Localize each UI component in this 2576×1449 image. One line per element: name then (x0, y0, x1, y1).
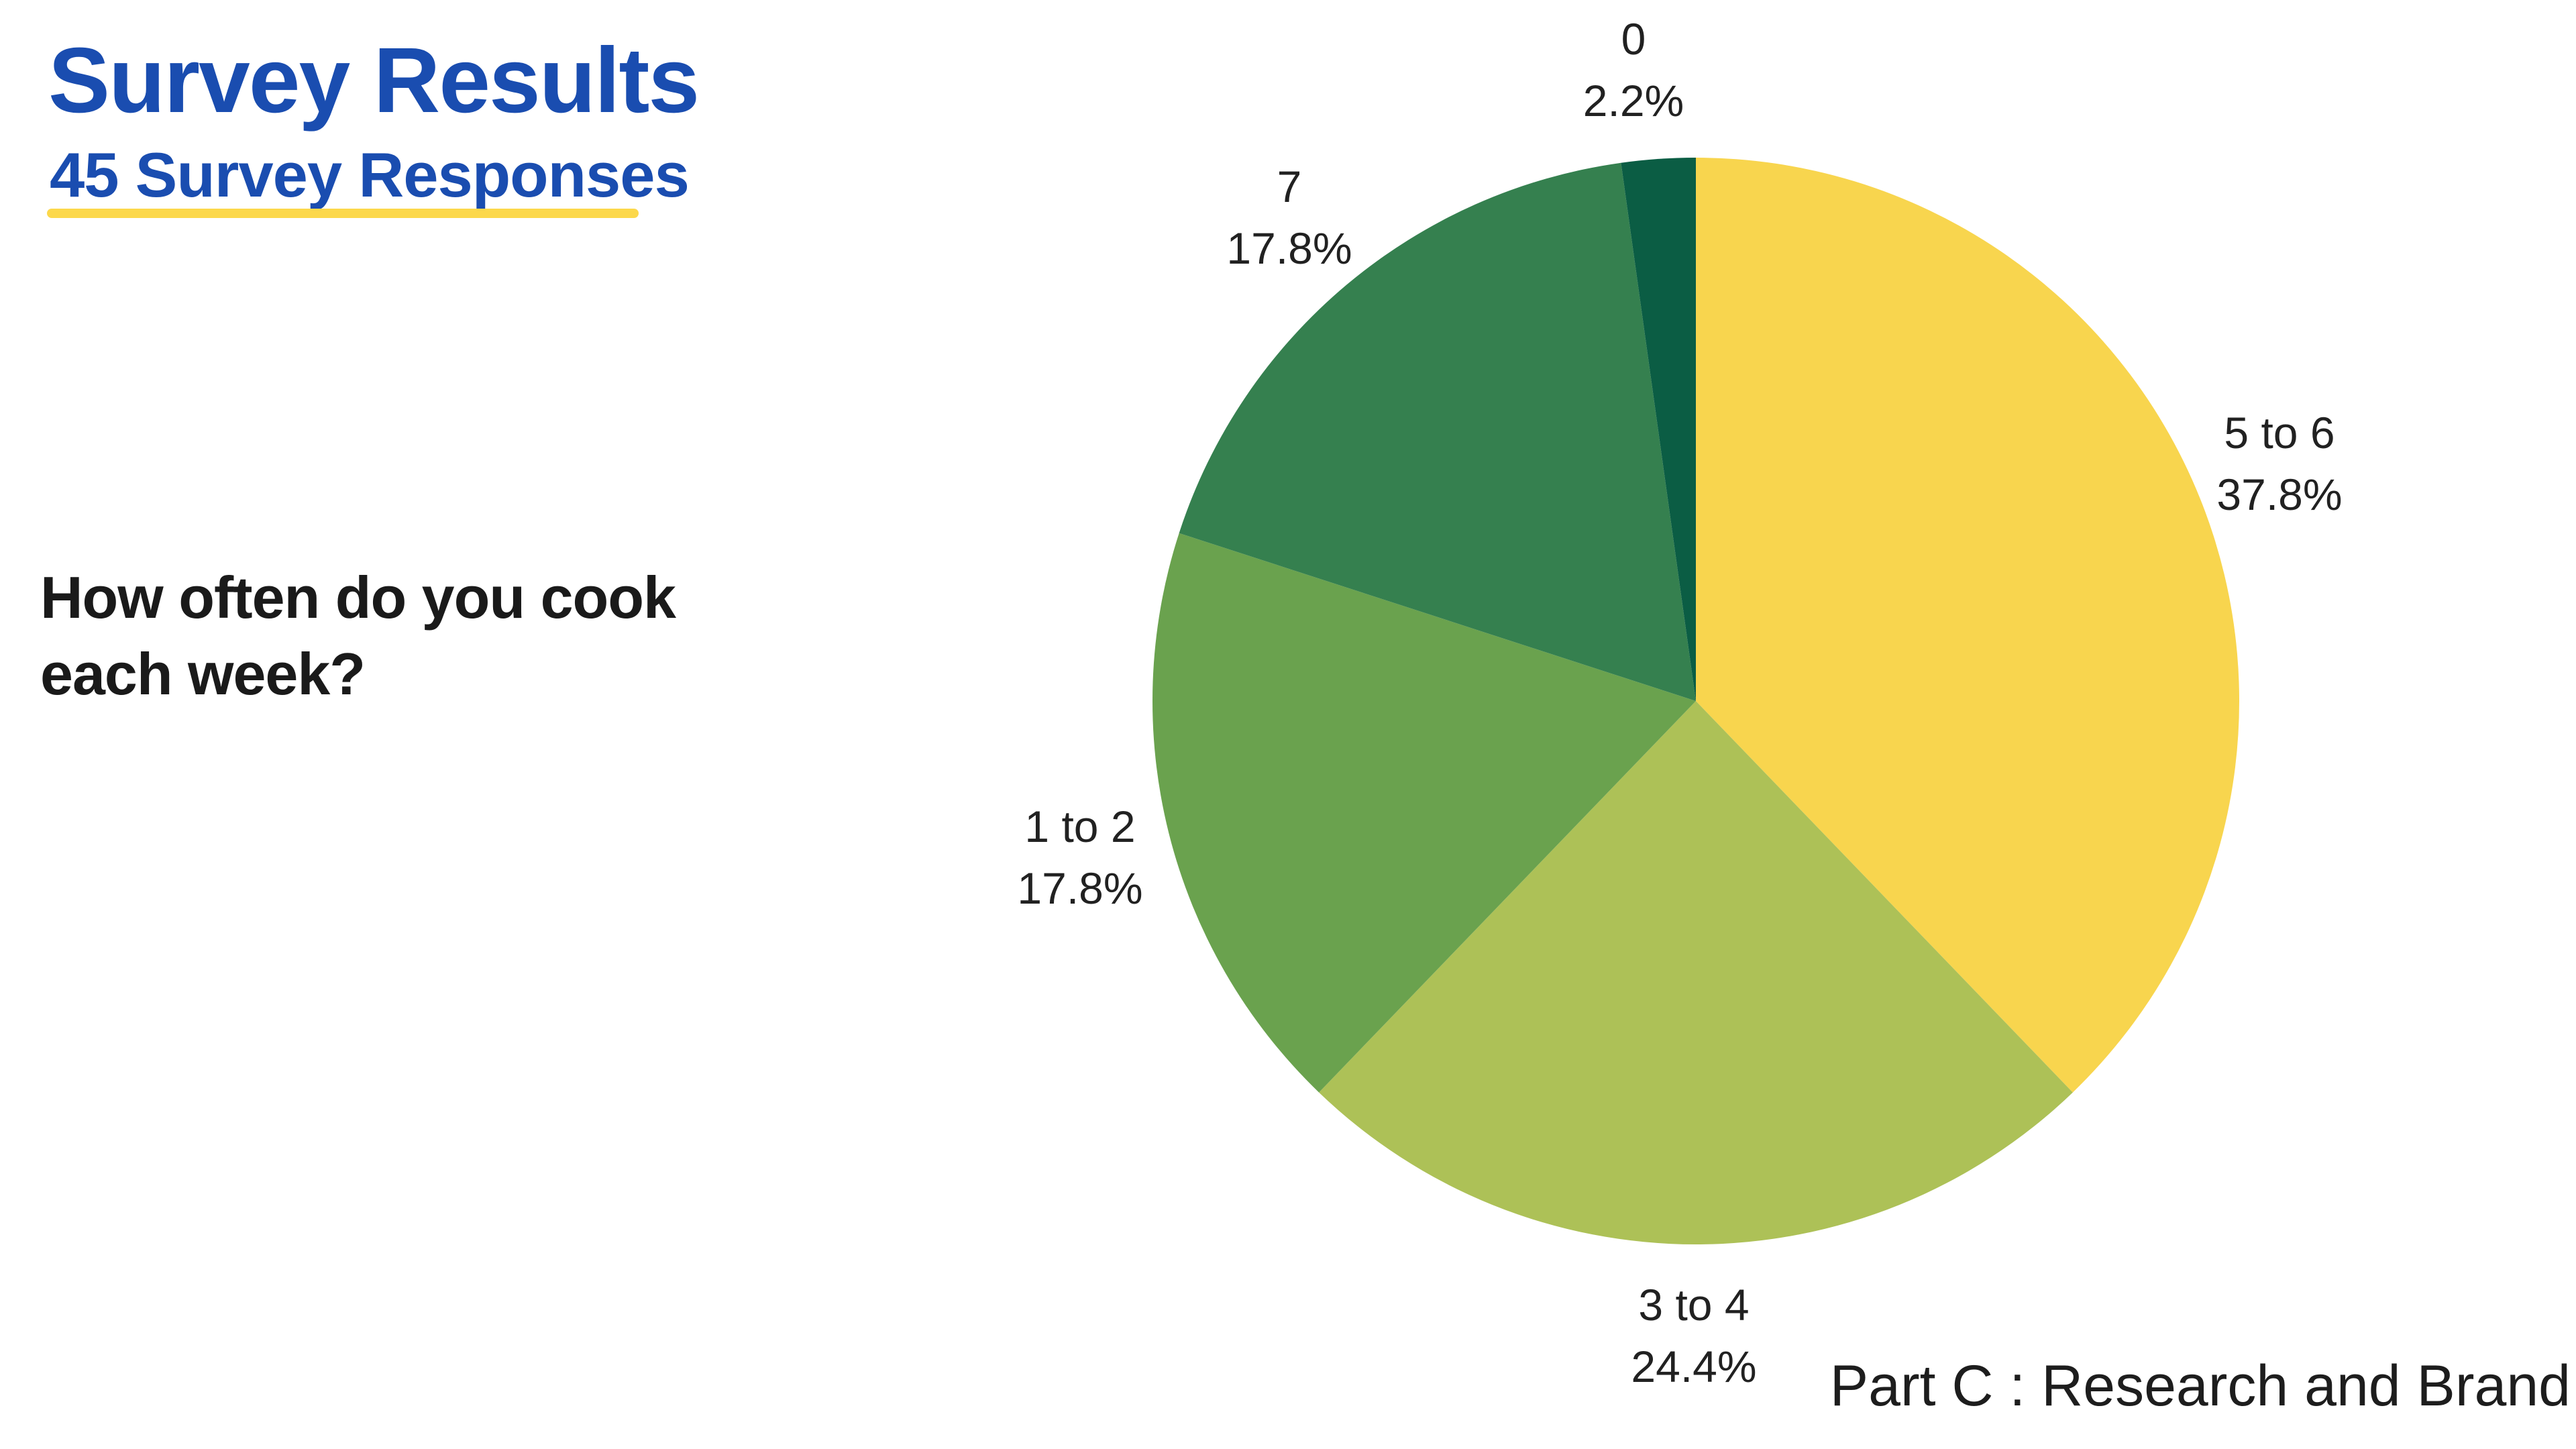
title-underline-accent (47, 209, 639, 218)
slice-category: 0 (1621, 14, 1646, 64)
slice-label-7: 7 17.8% (1226, 156, 1352, 279)
slice-label-0: 0 2.2% (1583, 8, 1684, 131)
pie-slice-7 (1179, 162, 1696, 702)
slice-percent: 2.2% (1582, 76, 1684, 125)
slice-percent: 17.8% (1226, 223, 1352, 273)
pie-slice-0 (1621, 158, 1696, 701)
pie-chart (1152, 158, 2240, 1245)
pie-slice-3-to-4 (1319, 701, 2073, 1245)
survey-question-line2: each week? (40, 641, 366, 707)
survey-question: How often do you cook each week? (40, 559, 676, 712)
pie-slice-5-to-6 (1696, 158, 2240, 1093)
slice-category: 3 to 4 (1638, 1280, 1750, 1330)
slice-category: 7 (1277, 162, 1302, 211)
slice-category: 5 to 6 (2224, 408, 2335, 458)
page-subtitle: 45 Survey Responses (50, 140, 690, 210)
slice-category: 1 to 2 (1024, 802, 1136, 851)
slice-percent: 37.8% (2216, 470, 2343, 519)
slice-label-1-to-2: 1 to 2 17.8% (1017, 796, 1142, 919)
footer-caption: Part C : Research and Brand (1829, 1354, 2571, 1418)
survey-question-line1: How often do you cook (40, 564, 676, 631)
slice-label-5-to-6: 5 to 6 37.8% (2216, 402, 2342, 525)
slice-label-3-to-4: 3 to 4 24.4% (1631, 1274, 1756, 1397)
pie-slice-1-to-2 (1152, 533, 1696, 1093)
slice-percent: 17.8% (1017, 863, 1143, 913)
page-title: Survey Results (48, 29, 700, 132)
slice-percent: 24.4% (1631, 1342, 1757, 1391)
